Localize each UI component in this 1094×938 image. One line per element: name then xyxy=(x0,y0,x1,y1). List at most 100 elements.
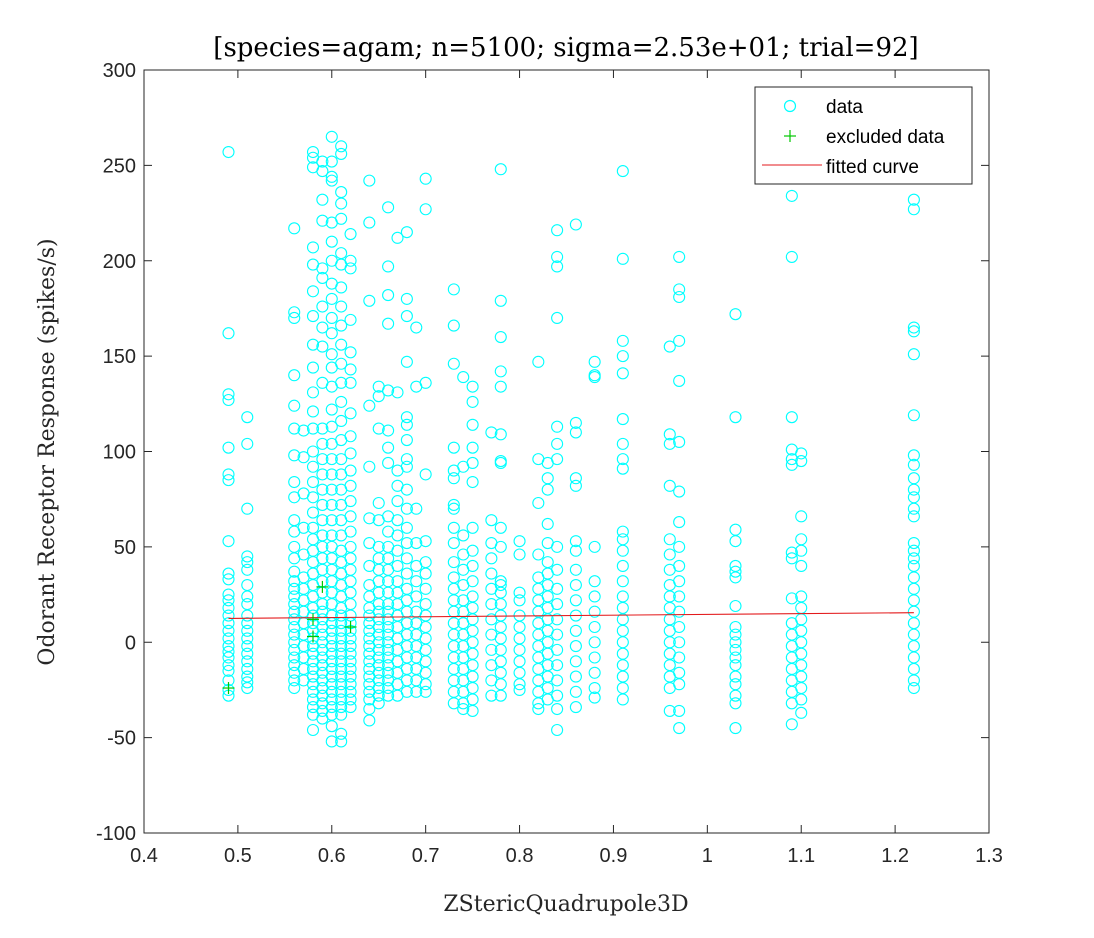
data-point xyxy=(325,670,338,683)
data-point xyxy=(551,437,564,450)
data-point xyxy=(222,441,235,454)
y-tick-label: 200 xyxy=(103,251,136,273)
data-point xyxy=(325,235,338,248)
data-point xyxy=(569,535,582,548)
data-point xyxy=(410,502,423,515)
data-point xyxy=(551,723,564,737)
data-point xyxy=(382,260,395,273)
data-point xyxy=(785,411,798,424)
x-tick-label: 1.2 xyxy=(881,845,909,867)
data-point xyxy=(907,449,920,462)
data-point xyxy=(419,203,432,216)
data-point xyxy=(335,281,348,294)
data-point xyxy=(222,567,235,580)
data-point xyxy=(569,640,582,653)
data-point xyxy=(447,319,460,332)
data-point xyxy=(616,453,629,466)
data-point xyxy=(288,605,301,618)
data-point xyxy=(316,468,329,481)
data-point xyxy=(241,632,254,645)
data-point xyxy=(241,662,254,676)
x-tick-label: 0.8 xyxy=(506,845,534,867)
data-point xyxy=(494,380,507,393)
data-point xyxy=(391,231,404,244)
data-point xyxy=(306,475,320,489)
data-point xyxy=(485,643,498,656)
data-point xyxy=(335,632,348,645)
data-point xyxy=(532,496,545,510)
data-point xyxy=(325,701,338,714)
data-point xyxy=(466,575,479,588)
data-point xyxy=(616,367,629,380)
data-point xyxy=(616,437,629,450)
data-point xyxy=(325,170,338,183)
y-axis-label: Odorant Receptor Response (spikes/s) xyxy=(35,238,60,665)
data-point xyxy=(335,147,348,160)
data-point xyxy=(419,567,432,580)
data-point xyxy=(288,475,301,489)
data-point xyxy=(551,453,564,466)
data-point xyxy=(288,222,301,235)
data-point xyxy=(306,405,320,418)
x-axis-label: ZStericQuadrupole3D xyxy=(443,892,688,917)
y-tick-label: -50 xyxy=(107,728,136,750)
data-point xyxy=(335,727,348,740)
data-point xyxy=(335,708,348,721)
data-point xyxy=(372,422,385,435)
data-point xyxy=(513,535,526,548)
data-point xyxy=(335,197,348,210)
data-point xyxy=(569,701,582,714)
data-point xyxy=(222,609,235,622)
data-point xyxy=(729,697,742,710)
x-tick-label: 0.6 xyxy=(318,845,346,867)
data-point xyxy=(400,355,413,368)
data-point xyxy=(344,525,357,538)
data-point xyxy=(569,544,582,557)
data-point xyxy=(391,386,404,399)
data-point xyxy=(306,145,320,159)
data-point xyxy=(551,613,564,626)
data-point xyxy=(344,495,357,508)
data-point xyxy=(907,537,920,550)
data-point xyxy=(494,163,507,176)
data-point xyxy=(344,479,357,492)
data-point xyxy=(541,517,554,531)
data-point xyxy=(569,578,582,592)
data-point xyxy=(297,451,310,464)
data-point xyxy=(466,456,479,469)
data-point xyxy=(494,578,507,592)
data-point xyxy=(363,714,376,727)
data-point xyxy=(316,193,329,206)
data-point xyxy=(363,460,376,473)
data-point xyxy=(372,689,385,702)
x-tick-label: 0.9 xyxy=(600,845,628,867)
data-point xyxy=(419,468,432,481)
data-point xyxy=(616,350,629,363)
data-point xyxy=(335,357,348,370)
data-point xyxy=(222,651,235,664)
data-point xyxy=(316,422,329,435)
data-point xyxy=(344,363,357,376)
data-point xyxy=(673,559,686,573)
data-point xyxy=(400,411,413,424)
data-point xyxy=(306,460,320,473)
data-point xyxy=(419,376,432,389)
data-point xyxy=(907,409,920,422)
x-tick-label: 1 xyxy=(702,845,713,867)
data-point xyxy=(551,628,564,641)
data-point xyxy=(588,355,601,368)
data-point xyxy=(316,514,329,527)
data-point xyxy=(344,701,357,714)
data-point xyxy=(551,224,564,237)
data-point xyxy=(241,563,254,576)
data-point xyxy=(785,189,798,202)
data-point xyxy=(513,586,526,599)
data-point xyxy=(325,453,338,466)
data-point xyxy=(372,613,385,626)
data-point xyxy=(316,498,329,511)
data-point xyxy=(222,145,235,159)
data-point xyxy=(335,701,348,714)
data-point xyxy=(316,340,329,353)
data-point xyxy=(494,540,507,553)
data-point xyxy=(316,214,329,227)
